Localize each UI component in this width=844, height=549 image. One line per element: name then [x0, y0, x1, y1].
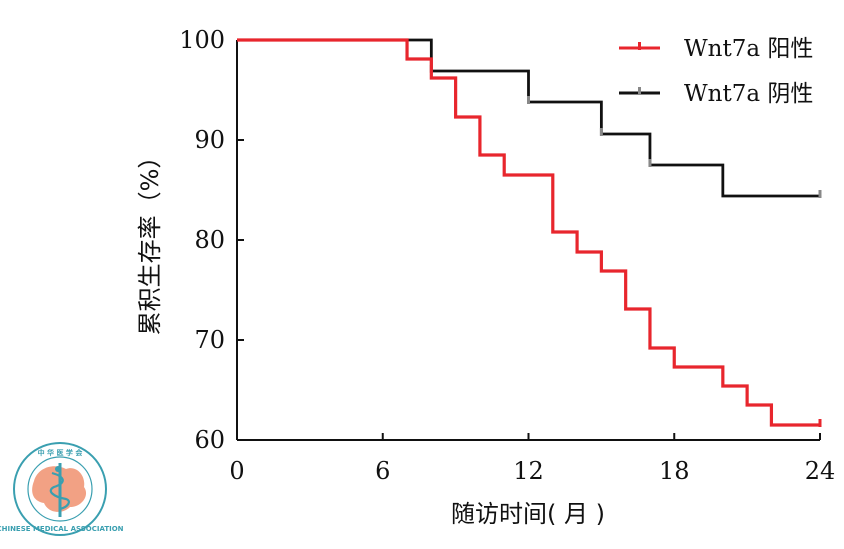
svg-text:CHINESE MEDICAL ASSOCIATION: CHINESE MEDICAL ASSOCIATION — [0, 525, 124, 533]
x-tick-label: 6 — [375, 457, 390, 485]
y-axis-title: 累积生存率（%） — [136, 145, 164, 336]
legend-label: Wnt7a 阴性 — [684, 81, 813, 107]
association-logo: 中 华 医 学 会 CHINESE MEDICAL ASSOCIATION — [0, 442, 124, 536]
y-tick-label: 90 — [194, 126, 225, 154]
tick-group: 60 70 80 90 100 0 6 12 18 24 — [179, 26, 835, 485]
series-line-positive — [237, 38, 820, 427]
x-tick-label: 24 — [805, 457, 836, 485]
x-tick-label: 18 — [659, 457, 690, 485]
y-tick-label: 100 — [179, 26, 225, 54]
svg-text:中 华 医 学 会: 中 华 医 学 会 — [38, 448, 84, 457]
series-line-negative — [237, 38, 820, 198]
legend: Wnt7a 阳性 Wnt7a 阴性 — [619, 36, 813, 107]
x-axis-title: 随访时间( 月 ) — [451, 500, 605, 528]
y-tick-label: 80 — [194, 226, 225, 254]
x-tick-label: 12 — [513, 457, 544, 485]
legend-label: Wnt7a 阳性 — [684, 36, 813, 62]
y-tick-label: 70 — [194, 326, 225, 354]
y-tick-label: 60 — [194, 426, 225, 454]
x-tick-label: 0 — [229, 457, 244, 485]
series-group — [237, 38, 822, 427]
